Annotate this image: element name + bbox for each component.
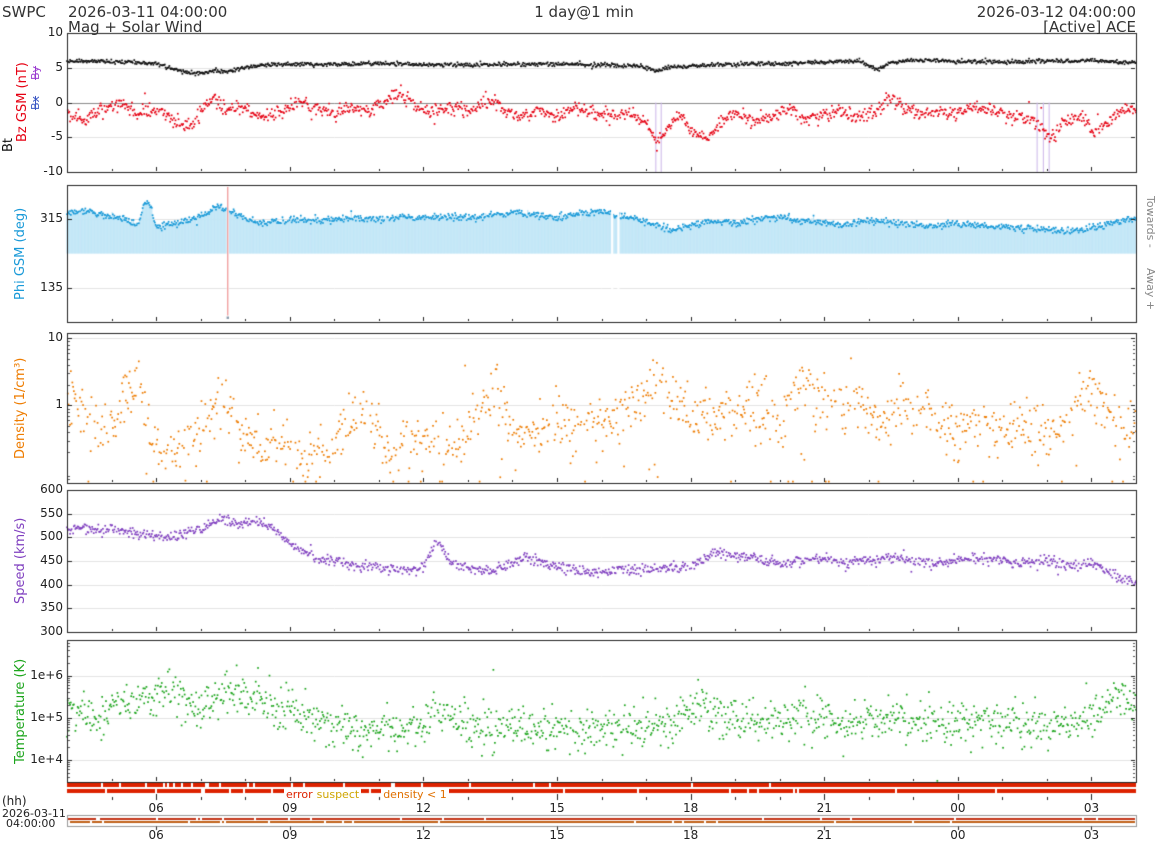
legend-density: density < 1 — [381, 788, 449, 801]
hh-label: (hh) — [2, 794, 27, 808]
brand: SWPC — [2, 3, 46, 21]
bx-axis-label[interactable]: Bx — [29, 95, 42, 111]
legend-error: error — [284, 788, 315, 801]
speed-axis-label[interactable]: Speed (km/s) — [13, 517, 28, 605]
phi-axis-label[interactable]: Phi GSM (deg) — [13, 207, 28, 300]
temperature-axis-label[interactable]: Temperature (K) — [13, 658, 28, 764]
footer-time: 04:00:00 — [6, 817, 56, 830]
footer-date: 2026-03-11 — [2, 807, 66, 820]
towards-label: Towards - — [1144, 196, 1157, 248]
bt-axis-label[interactable]: Bt — [1, 138, 16, 153]
density-axis-label[interactable]: Density (1/cm³) — [13, 357, 28, 459]
source-label: [Active] ACE — [1043, 18, 1136, 36]
bz-axis-label[interactable]: Bz GSM (nT) — [15, 62, 30, 143]
start-time: 2026-03-11 04:00:00 — [68, 3, 228, 21]
end-time: 2026-03-12 04:00:00 — [976, 3, 1136, 21]
by-axis-label[interactable]: By — [29, 65, 42, 81]
plot-subtitle: Mag + Solar Wind — [68, 18, 203, 36]
quality-legend: error suspect density < 1 — [284, 788, 449, 801]
away-label: Away + — [1144, 267, 1157, 311]
legend-suspect: suspect — [314, 788, 362, 801]
cadence-label: 1 day@1 min — [534, 3, 634, 21]
